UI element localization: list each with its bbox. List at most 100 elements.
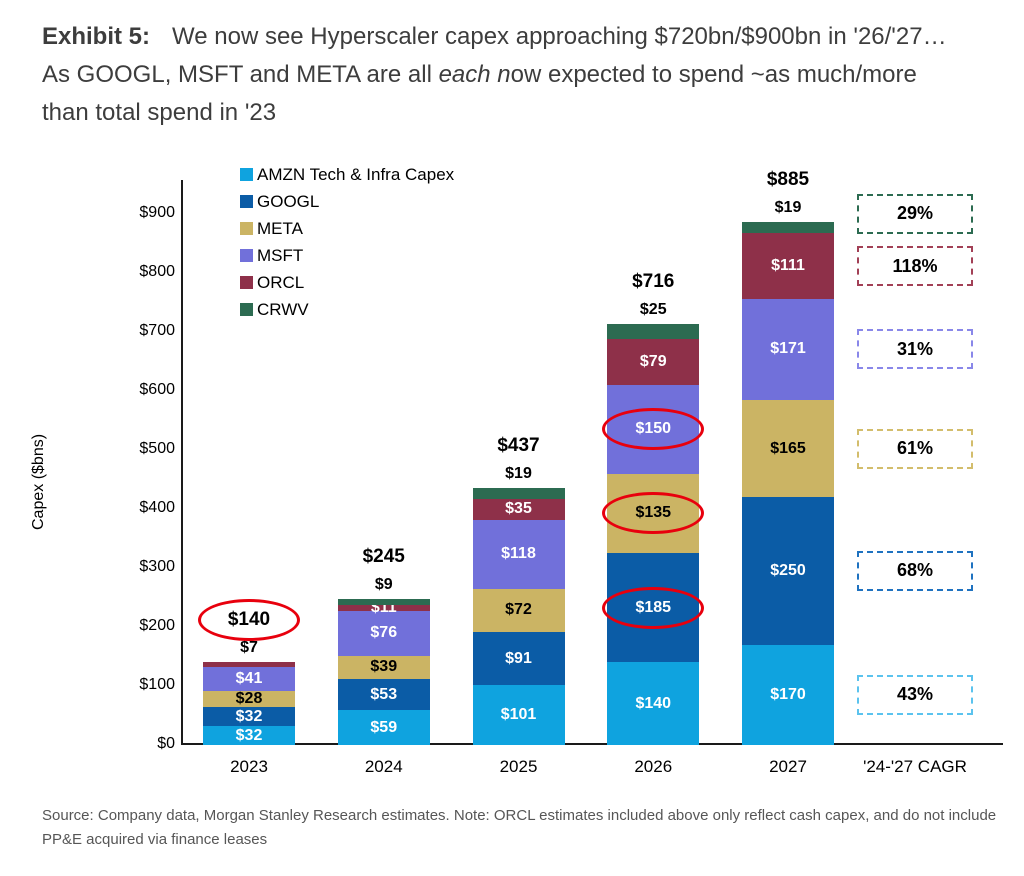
y-axis-tick-label: $100 bbox=[139, 676, 175, 693]
bar-segment-googl-2023 bbox=[203, 707, 295, 727]
bar-segment-msft-2025 bbox=[472, 519, 565, 590]
bar-segment-orcl-2026 bbox=[607, 338, 700, 386]
bar-segment-crwv-2027 bbox=[742, 222, 834, 234]
y-axis-tick-label: $0 bbox=[157, 735, 175, 752]
legend-label-orcl: ORCL bbox=[257, 272, 305, 292]
segment-label-amzn-2025: $101 bbox=[500, 706, 537, 724]
red-circle-annotation-msft-2026 bbox=[602, 408, 705, 451]
segment-label-amzn-2024: $59 bbox=[370, 718, 398, 736]
y-axis-tick-label: $800 bbox=[139, 263, 175, 280]
total-label-2027: $885 bbox=[766, 169, 810, 191]
bar-segment-orcl-2024 bbox=[337, 604, 430, 612]
above-bar-label-crwv-2025: $19 bbox=[505, 464, 532, 482]
x-axis-label-2023: 2023 bbox=[230, 757, 268, 776]
bar-segment-meta-2025 bbox=[472, 589, 565, 632]
title-segment-3: ow expected to spend ~as much/more than … bbox=[42, 61, 917, 126]
legend-item-crwv: CRWV bbox=[240, 296, 454, 323]
legend-item-amzn: AMZN Tech & Infra Capex bbox=[240, 161, 454, 188]
segment-label-googl-2023: $32 bbox=[235, 707, 263, 725]
source-note: Source: Company data, Morgan Stanley Res… bbox=[42, 807, 997, 848]
segment-label-googl-2024: $53 bbox=[370, 685, 398, 703]
cagr-box-meta: 61% bbox=[857, 428, 973, 469]
legend-swatch-crwv bbox=[240, 303, 253, 316]
legend-item-orcl: ORCL bbox=[240, 269, 454, 296]
cagr-box-msft: 31% bbox=[857, 329, 973, 370]
x-axis-label-2025: 2025 bbox=[499, 757, 538, 776]
bar-segment-amzn-2023 bbox=[203, 726, 295, 745]
legend-label-msft: MSFT bbox=[257, 245, 304, 265]
above-bar-label-crwv-2027: $19 bbox=[774, 199, 802, 217]
segment-label-googl-2025: $91 bbox=[505, 649, 532, 667]
y-axis-tick-label: $400 bbox=[139, 499, 175, 516]
cagr-box-amzn: 43% bbox=[857, 674, 973, 715]
bar-segment-crwv-2025 bbox=[472, 487, 565, 499]
bar-segment-amzn-2027 bbox=[742, 644, 834, 745]
segment-label-meta-2025: $72 bbox=[505, 601, 532, 619]
x-axis-label-2024: 2024 bbox=[364, 757, 403, 776]
x-axis-label-2027: 2027 bbox=[769, 757, 807, 776]
bar-segment-googl-2024 bbox=[337, 678, 430, 711]
y-axis-line bbox=[181, 180, 183, 745]
exhibit-title: Exhibit 5: We now see Hyperscaler capex a… bbox=[42, 18, 948, 132]
total-label-2025: $437 bbox=[497, 434, 540, 456]
legend-label-crwv: CRWV bbox=[257, 299, 309, 319]
segment-label-amzn-2023: $32 bbox=[235, 726, 263, 744]
y-axis-title: Capex ($bns) bbox=[30, 433, 47, 530]
segment-label-orcl-2025: $35 bbox=[505, 500, 532, 518]
bar-segment-meta-2027 bbox=[742, 399, 834, 498]
x-axis-label-2026: 2026 bbox=[634, 757, 673, 776]
segment-label-orcl-2026: $79 bbox=[639, 352, 667, 370]
segment-label-msft-2027: $171 bbox=[770, 340, 806, 358]
y-axis-tick-label: $500 bbox=[139, 440, 175, 457]
bar-segment-amzn-2024 bbox=[337, 710, 430, 745]
bar-segment-amzn-2025 bbox=[472, 685, 565, 745]
segment-label-amzn-2027: $170 bbox=[770, 685, 806, 703]
title-segment-2: each n bbox=[438, 61, 511, 88]
legend-swatch-googl bbox=[240, 195, 253, 208]
chart-legend: AMZN Tech & Infra Capex GOOGL META MSFT ORCL… bbox=[240, 161, 454, 323]
legend-swatch-meta bbox=[240, 222, 253, 235]
y-axis-tick-label: $700 bbox=[139, 322, 175, 339]
segment-label-msft-2024: $76 bbox=[370, 624, 398, 642]
legend-item-meta: META bbox=[240, 215, 454, 242]
total-label-2024: $245 bbox=[362, 546, 405, 568]
capex-stacked-bar-chart: $0 $100 $200 $300 $400 $500 $600 $700 $800 $900 20… bbox=[139, 169, 1005, 776]
legend-item-googl: GOOGL bbox=[240, 188, 454, 215]
bar-segment-crwv-2026 bbox=[607, 323, 700, 339]
segment-label-msft-2023: $41 bbox=[235, 669, 263, 687]
above-bar-label-crwv-2024: $9 bbox=[374, 576, 393, 594]
legend-item-msft: MSFT bbox=[240, 242, 454, 269]
segment-label-amzn-2026: $140 bbox=[635, 694, 672, 712]
segment-label-googl-2027: $250 bbox=[770, 561, 806, 579]
title-segment-0: Exhibit 5: bbox=[42, 23, 151, 50]
bar-segment-orcl-2025 bbox=[472, 498, 565, 520]
red-circle-annotation-total-2023 bbox=[198, 599, 300, 642]
legend-label-meta: META bbox=[257, 218, 303, 238]
red-circle-annotation-googl-2026 bbox=[602, 586, 705, 629]
x-axis-line bbox=[181, 743, 1003, 745]
total-label-2026: $716 bbox=[632, 270, 675, 292]
cagr-box-orcl: 118% bbox=[857, 246, 973, 287]
segment-label-meta-2024: $39 bbox=[370, 658, 398, 676]
above-bar-label-crwv-2026: $25 bbox=[639, 300, 667, 318]
x-axis-label-cagr: '24-'27 CAGR bbox=[863, 757, 967, 776]
segment-label-meta-2027: $165 bbox=[770, 439, 806, 457]
bar-segment-msft-2023 bbox=[203, 666, 295, 691]
bar-segment-googl-2025 bbox=[472, 631, 565, 686]
y-axis-tick-label: $300 bbox=[139, 558, 175, 575]
legend-swatch-msft bbox=[240, 249, 253, 262]
bar-segment-crwv-2024 bbox=[337, 599, 430, 605]
bar-segment-msft-2027 bbox=[742, 298, 834, 400]
bar-segment-msft-2024 bbox=[337, 611, 430, 656]
legend-label-amzn: AMZN Tech & Infra Capex bbox=[257, 164, 455, 184]
bar-segment-orcl-2023 bbox=[203, 662, 295, 667]
segment-label-orcl-2027: $111 bbox=[771, 257, 805, 275]
cagr-box-googl: 68% bbox=[857, 550, 973, 591]
y-axis-tick-label: $200 bbox=[139, 617, 175, 634]
segment-label-meta-2023: $28 bbox=[235, 689, 263, 707]
bar-segment-googl-2027 bbox=[742, 497, 834, 645]
y-axis-tick-label: $900 bbox=[139, 204, 175, 221]
cagr-box-crwv: 29% bbox=[857, 193, 973, 234]
legend-swatch-amzn bbox=[240, 168, 253, 181]
